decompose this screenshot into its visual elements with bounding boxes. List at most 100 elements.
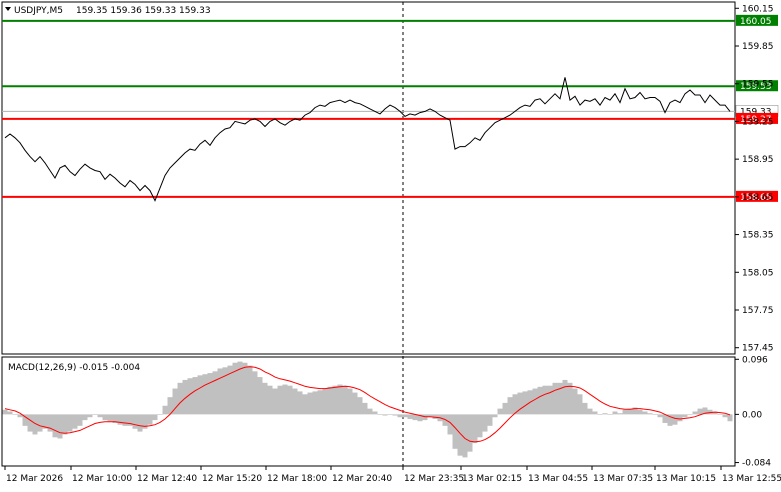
macd-histogram-bar [287,385,293,415]
macd-histogram-bar [177,382,183,415]
macd-histogram-bar [322,388,328,415]
macd-histogram-bar [552,382,558,415]
macd-histogram-bar [387,414,393,415]
macd-histogram-bar [407,414,413,419]
macd-histogram-bar [492,414,498,418]
macd-histogram-bar [157,414,163,415]
x-tick-label: 13 Mar 10:15 [656,474,716,484]
macd-histogram-bar [597,414,603,415]
macd-histogram-bar [372,411,378,415]
price-series-line [4,77,731,202]
macd-histogram-bar [247,365,253,415]
macd-histogram-bar [72,414,78,429]
macd-histogram-bar [227,365,233,415]
price-y-tick-label: 158.05 [742,268,774,278]
macd-histogram-bar [52,414,58,438]
current-price-label: 159.33 [740,107,772,117]
collapse-triangle-icon[interactable] [5,7,11,11]
macd-histogram-bar [337,384,343,415]
price-y-tick-label: 158.35 [742,231,774,241]
macd-histogram-bar [342,385,348,415]
x-tick-label: 12 Mar 12:40 [137,474,197,484]
macd-histogram-bar [352,392,358,415]
x-tick-label: 12 Mar 23:35 [404,474,464,484]
macd-histogram-bar [702,407,708,415]
macd-histogram-bar [432,414,438,419]
macd-y-tick-label: 0.096 [742,355,768,365]
macd-panel-frame [1,356,736,467]
macd-histogram-bar [682,414,688,418]
macd-histogram-bar [87,414,93,418]
macd-histogram-bar [97,414,103,418]
macd-histogram-bar [402,414,408,418]
macd-histogram-bar [642,411,648,415]
macd-histogram-bar [467,414,473,452]
macd-histogram-bar [2,409,8,415]
macd-histogram-bar [447,414,453,435]
price-y-tick-label: 159.25 [742,117,774,127]
macd-histogram-bar [222,367,228,415]
price-y-tick-label: 158.65 [742,193,774,203]
macd-histogram-bar [172,388,178,415]
macd-histogram-bar [197,375,203,415]
ohlc-readout: 159.35 159.36 159.33 159.33 [76,6,211,16]
x-tick-label: 12 Mar 18:00 [267,474,327,484]
macd-histogram-bar [132,414,138,429]
x-tick-label: 12 Mar 15:20 [202,474,262,484]
macd-histogram-bar [42,414,48,429]
macd-histogram-bar [312,391,318,415]
support-level-tag [736,112,778,124]
x-tick-label: 12 Mar 10:00 [72,474,132,484]
support-level-label: 158.65 [740,193,772,203]
macd-histogram-bar [237,361,243,415]
macd-histogram-bar [367,408,373,415]
macd-histogram-bar [472,414,478,444]
macd-histogram-bar [547,385,553,415]
macd-histogram-bar [57,414,63,439]
macd-histogram-bar [442,414,448,426]
macd-histogram-bar [627,408,633,415]
resistance-level-label: 160.05 [740,17,772,27]
resistance-level-label: 159.53 [740,82,772,92]
macd-histogram-bar [482,414,488,432]
macd-histogram-bar [357,397,363,415]
macd-y-tick-label: -0.084 [742,459,771,469]
macd-histogram-bar [457,414,463,456]
price-y-tick-label: 157.75 [742,306,774,316]
macd-histogram-bar [127,414,133,426]
macd-histogram-bar [452,414,458,449]
macd-histogram-bar [562,379,568,415]
macd-histogram-bar [272,388,278,415]
macd-histogram-bar [592,411,598,415]
resistance-level-tag [736,80,778,92]
macd-histogram-bar [662,414,668,423]
macd-histogram-bar [112,414,118,423]
price-y-tick-label: 158.95 [742,155,774,165]
symbol-label: USDJPY,M5 [14,6,63,16]
macd-histogram-bar [712,411,718,415]
macd-histogram-bar [542,385,548,415]
macd-histogram-bar [137,414,143,432]
macd-histogram-bar [612,411,618,415]
macd-histogram-bar [667,414,673,426]
support-level-label: 159.27 [740,115,772,125]
macd-histogram-bar [92,414,98,415]
macd-histogram-bar [587,408,593,415]
macd-histogram-bar [617,413,623,415]
macd-histogram-bar [382,414,388,416]
macd-histogram-bar [532,388,538,415]
macd-histogram-bar [517,392,523,415]
macd-histogram-bar [487,414,493,426]
macd-histogram-bar [332,385,338,415]
macd-histogram-bar [292,388,298,415]
macd-histogram-bar [122,414,128,426]
macd-histogram-bar [622,409,628,415]
macd-histogram-bar [167,397,173,415]
macd-histogram-bar [462,414,468,458]
macd-histogram-bar [417,414,423,422]
macd-histogram-bar [412,414,418,421]
macd-histogram-bar [82,414,88,421]
macd-histogram-bar [202,374,208,415]
macd-histogram-bar [302,394,308,415]
